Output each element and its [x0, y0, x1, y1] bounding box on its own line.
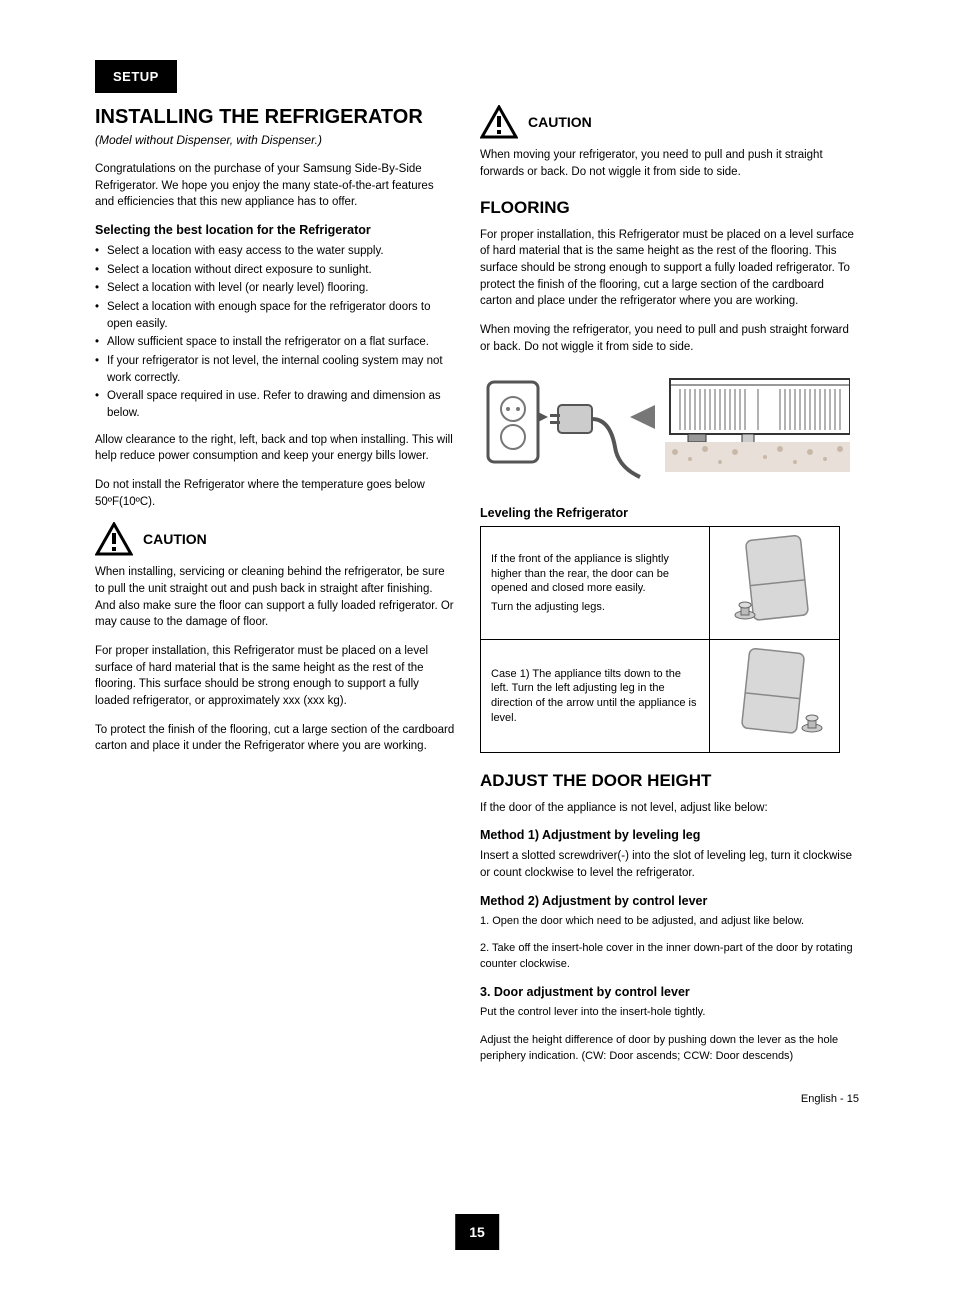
flooring-p2: When moving the refrigerator, you need t… — [480, 322, 859, 355]
table-row: Case 1) The appliance tilts down to the … — [481, 640, 840, 753]
list-item: Overall space required in use. Refer to … — [95, 388, 455, 421]
setup-badge: SETUP — [95, 60, 177, 93]
section-title: INSTALLING THE REFRIGERATOR — [95, 105, 455, 129]
leveling-table: If the front of the appliance is slightl… — [480, 526, 840, 753]
table-cell-image — [710, 640, 840, 753]
method2-step3-heading: 3. Door adjustment by control lever — [480, 985, 859, 999]
protect-finish-text: To protect the finish of the flooring, c… — [95, 722, 455, 755]
recommend-text: For proper installation, this Refrigerat… — [95, 643, 455, 710]
right-column: CAUTION When moving your refrigerator, y… — [480, 105, 859, 1077]
method2-step3a: Put the control lever into the insert-ho… — [480, 1005, 859, 1021]
method2-step3b: Adjust the height difference of door by … — [480, 1033, 859, 1065]
row1-extra: Turn the adjusting legs. — [491, 600, 699, 615]
row1-text: If the front of the appliance is slightl… — [491, 553, 669, 595]
row2-text: Case 1) The appliance tilts down to the … — [491, 668, 696, 725]
section-subtitle: (Model without Dispenser, with Dispenser… — [95, 133, 455, 147]
list-item: Allow sufficient space to install the re… — [95, 334, 455, 351]
adjust-intro: If the door of the appliance is not leve… — [480, 800, 859, 817]
page-number: 15 — [455, 1214, 499, 1250]
method1-text: Insert a slotted screwdriver(-) into the… — [480, 848, 859, 881]
list-item: If your refrigerator is not level, the i… — [95, 353, 455, 386]
list-item: Select a location without direct exposur… — [95, 262, 455, 279]
method2-step2: 2. Take off the insert-hole cover in the… — [480, 941, 859, 973]
congrats-text: Congratulations on the purchase of your … — [95, 161, 455, 211]
clearance-text: Allow clearance to the right, left, back… — [95, 432, 455, 465]
method2-step1: 1. Open the door which need to be adjust… — [480, 914, 859, 930]
method2-heading: Method 2) Adjustment by control lever — [480, 894, 859, 908]
warning-icon — [480, 105, 518, 139]
list-item: Select a location with level (or nearly … — [95, 280, 455, 297]
list-item: Select a location with easy access to th… — [95, 243, 455, 260]
plug-figure — [480, 367, 859, 492]
table-cell: If the front of the appliance is slightl… — [481, 527, 710, 640]
flooring-p1: For proper installation, this Refrigerat… — [480, 227, 859, 310]
caution-text-right: When moving your refrigerator, you need … — [480, 147, 859, 180]
leveling-heading: Leveling the Refrigerator — [480, 506, 859, 520]
table-cell: Case 1) The appliance tilts down to the … — [481, 640, 710, 753]
caution-row: CAUTION — [95, 522, 455, 556]
location-bullets: Select a location with easy access to th… — [95, 243, 455, 422]
warning-icon — [95, 522, 133, 556]
caution-label: CAUTION — [143, 531, 207, 547]
caution-label: CAUTION — [528, 114, 592, 130]
method1-heading: Method 1) Adjustment by leveling leg — [480, 828, 859, 842]
caution-row: CAUTION — [480, 105, 859, 139]
location-heading: Selecting the best location for the Refr… — [95, 223, 455, 237]
left-column: INSTALLING THE REFRIGERATOR (Model witho… — [95, 105, 455, 1077]
table-row: If the front of the appliance is slightl… — [481, 527, 840, 640]
footer-text: English - 15 — [801, 1093, 859, 1105]
temp-text: Do not install the Refrigerator where th… — [95, 477, 455, 510]
two-column-layout: INSTALLING THE REFRIGERATOR (Model witho… — [95, 105, 859, 1077]
adjust-heading: ADJUST THE DOOR HEIGHT — [480, 771, 859, 791]
list-item: Select a location with enough space for … — [95, 299, 455, 332]
flooring-heading: FLOORING — [480, 198, 859, 218]
table-cell-image — [710, 527, 840, 640]
caution-text: When installing, servicing or cleaning b… — [95, 564, 455, 631]
